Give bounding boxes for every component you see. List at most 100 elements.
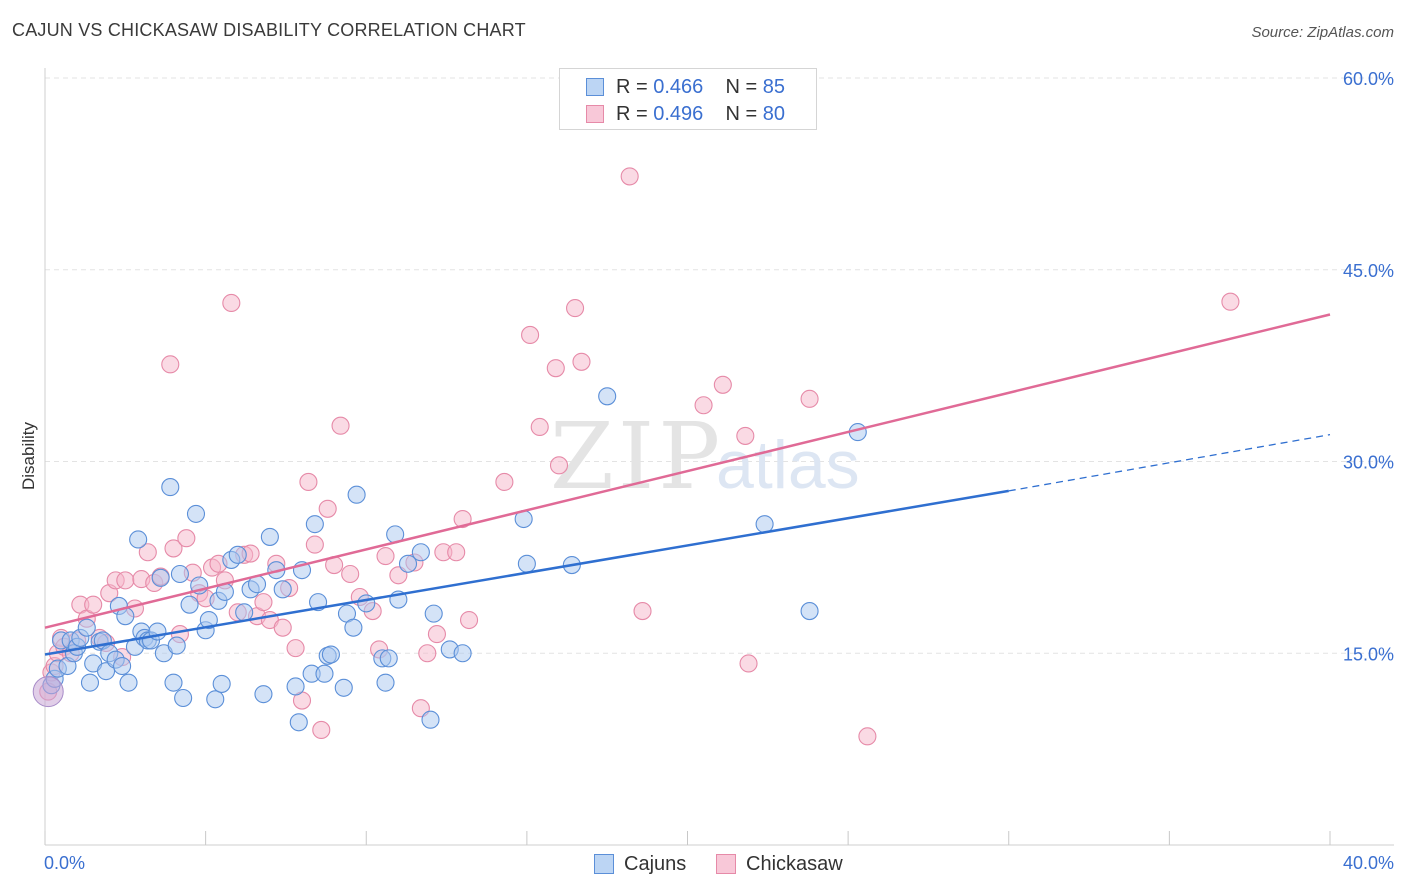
watermark-zip: ZIP	[550, 403, 724, 510]
cajun-point	[170, 564, 189, 584]
cajun-point	[206, 690, 225, 709]
cajun-point	[305, 515, 324, 534]
source-label: Source: ZipAtlas.com	[1251, 24, 1394, 41]
chickasaw-point	[273, 618, 292, 637]
chickasaw-point	[177, 529, 196, 548]
chickasaw-point	[858, 727, 877, 746]
chickasaw-point	[453, 509, 472, 529]
cajun-point	[80, 673, 100, 692]
legend-swatch-chickasaw	[586, 105, 604, 123]
chickasaw-point	[312, 720, 331, 740]
cajun-point	[180, 595, 199, 614]
chickasaw-point	[305, 535, 324, 554]
cajun-point	[286, 677, 305, 696]
cajun-point	[289, 713, 308, 732]
y-tick-labels: 15.0% 30.0% 45.0% 60.0%	[1343, 69, 1394, 664]
cajun-point	[254, 685, 273, 704]
legend-n-label: N =	[725, 102, 763, 125]
legend-r-label: R =	[616, 75, 654, 98]
cajun-trend-line	[44, 489, 1009, 656]
chickasaw-point	[254, 593, 273, 612]
cajun-point	[379, 649, 398, 668]
y-tick-label: 30.0%	[1343, 453, 1394, 473]
x-tick-label-max: 40.0%	[1343, 853, 1394, 873]
chickasaw-point	[164, 539, 183, 558]
chickasaw-point	[299, 472, 318, 492]
cajun-point	[164, 673, 183, 692]
chickasaw-point	[566, 299, 585, 318]
cajun-point	[398, 554, 418, 573]
cajun-point	[77, 618, 96, 637]
chickasaw-point	[459, 610, 479, 630]
cajun-point	[347, 485, 366, 504]
series-label-cajun: Cajuns	[624, 852, 687, 875]
chickasaw-point	[341, 564, 360, 584]
cajun-point	[424, 604, 443, 623]
chickasaw-point	[694, 396, 713, 415]
cajun-point	[199, 610, 218, 630]
chickasaw-point	[116, 571, 135, 590]
cajun-point	[411, 543, 430, 562]
legend-r-value: 0.496	[653, 102, 704, 125]
chickasaw-point	[739, 654, 758, 673]
series-label-chickasaw: Chickasaw	[746, 852, 843, 875]
legend-n-value: 85	[762, 75, 786, 98]
chickasaw-point	[549, 456, 569, 475]
chickasaw-point	[530, 417, 549, 437]
chickasaw-point	[572, 352, 591, 371]
legend-swatch-cajun	[586, 78, 604, 96]
legend-r-label: R =	[616, 102, 654, 125]
cajun-point	[321, 645, 340, 664]
chickasaw-point	[376, 547, 395, 566]
cajun-trend-extension	[1008, 434, 1331, 492]
cajun-point	[376, 673, 395, 692]
cajun-point	[260, 527, 279, 546]
cajun-point	[598, 387, 617, 406]
cajun-point	[161, 478, 180, 497]
series-swatch-cajun	[594, 854, 614, 874]
legend-spacer	[703, 103, 725, 126]
chickasaw-trend-line	[44, 313, 1331, 629]
series-swatch-chickasaw	[716, 854, 736, 874]
series-legend-chickasaw: Chickasaw	[716, 851, 843, 877]
cajun-point	[315, 664, 334, 683]
cajun-point	[334, 678, 353, 697]
chickasaw-point	[736, 426, 755, 445]
chickasaw-point	[633, 602, 652, 621]
legend-r-value: 0.466	[653, 75, 704, 98]
correlation-legend: R = 0.466 N = 85 R = 0.496 N = 80	[559, 68, 817, 130]
series-legend-cajun: Cajuns	[594, 851, 686, 877]
chickasaw-point	[546, 359, 565, 378]
chart-title: CAJUN VS CHICKASAW DISABILITY CORRELATIO…	[12, 20, 526, 40]
legend-spacer	[703, 76, 725, 99]
cajun-point	[517, 554, 536, 573]
chickasaw-point	[447, 543, 466, 562]
chickasaw-point	[84, 595, 103, 614]
cajun-point	[228, 545, 247, 564]
chickasaw-point	[713, 375, 732, 394]
cajun-point	[129, 530, 148, 549]
chickasaw-point	[418, 644, 437, 663]
cajun-point	[212, 674, 231, 693]
y-tick-label: 15.0%	[1343, 644, 1394, 664]
cajun-point	[235, 603, 254, 622]
chickasaw-point	[286, 639, 305, 658]
cajun-point	[344, 618, 363, 637]
chickasaw-point	[222, 293, 241, 313]
cajun-point	[453, 644, 472, 663]
chickasaw-point	[1221, 292, 1240, 311]
chickasaw-point	[427, 625, 446, 644]
trend-lines	[44, 313, 1331, 656]
chickasaw-point	[620, 167, 639, 186]
chickasaw-point	[318, 499, 337, 518]
cajun-point	[357, 594, 376, 613]
y-axis-label: Disability	[19, 421, 38, 490]
legend-row-cajun: R = 0.466 N = 85	[586, 75, 785, 99]
cajun-point	[186, 504, 206, 523]
cajun-point	[421, 710, 440, 729]
chickasaw-point	[331, 416, 350, 435]
cajun-point	[119, 673, 138, 692]
cajun-point	[800, 602, 819, 621]
x-tick-label-min: 0.0%	[44, 853, 85, 873]
